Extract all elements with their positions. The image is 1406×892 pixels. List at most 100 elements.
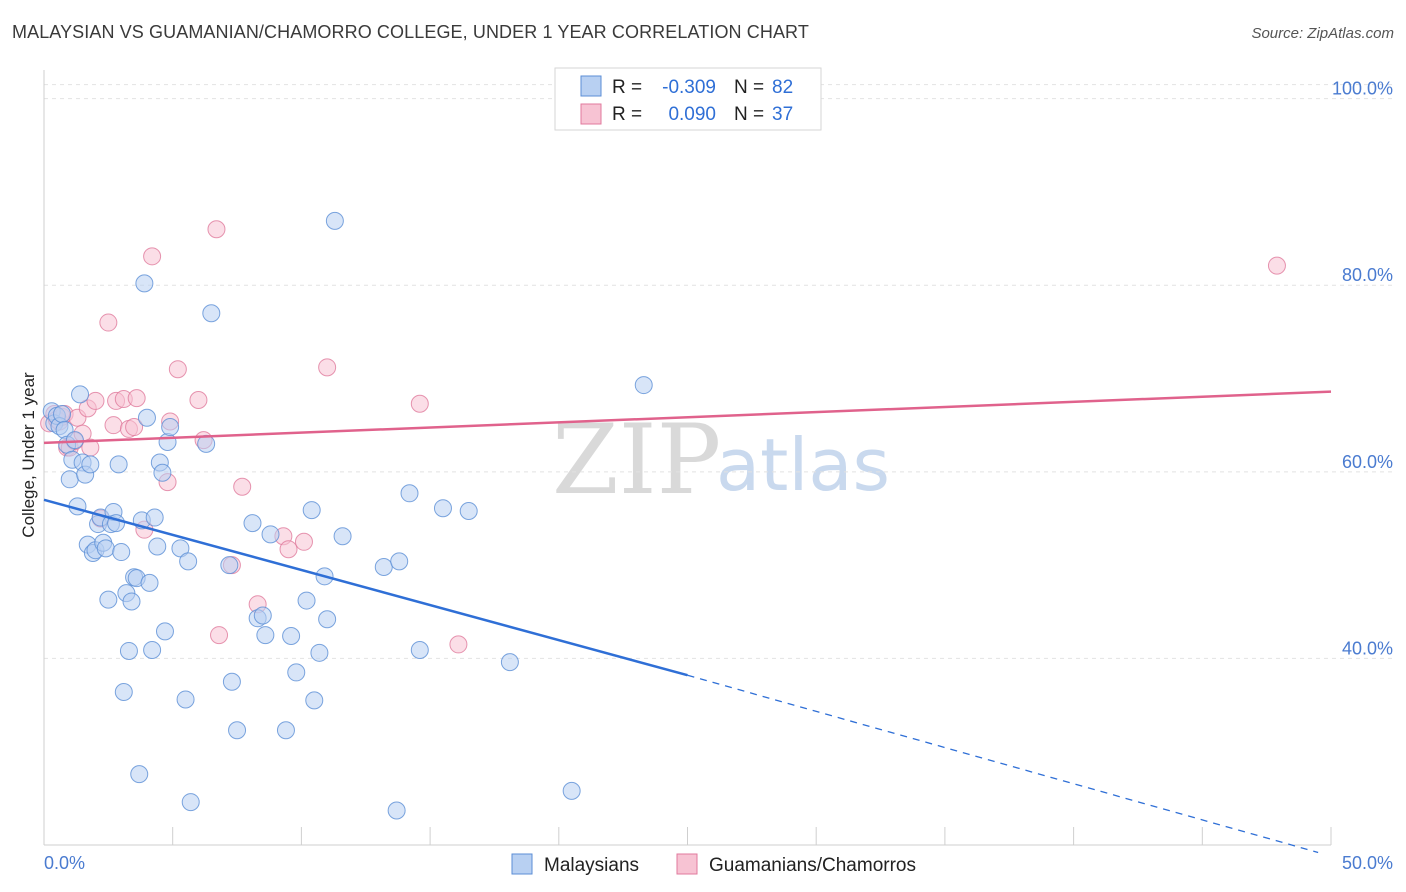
guamanian-point	[86, 391, 105, 410]
malaysian-point	[333, 527, 352, 546]
malaysian-point	[137, 408, 156, 427]
malaysian-point	[302, 501, 321, 520]
malaysian-point	[410, 641, 429, 660]
malaysian-point	[261, 525, 280, 544]
malaysian-point	[228, 721, 247, 740]
malaysian-point	[325, 211, 344, 230]
legend-n-value-2: 37	[772, 104, 793, 125]
malaysian-point	[287, 663, 306, 682]
malaysian-point	[158, 432, 177, 451]
malaysian-point	[153, 463, 172, 482]
malaysian-point	[143, 641, 162, 660]
malaysian-point	[96, 539, 115, 558]
malaysian-point	[109, 455, 128, 474]
malaysian-points	[42, 211, 653, 820]
x-tick-label-min: 0.0%	[44, 853, 85, 873]
malaysian-point	[119, 641, 138, 660]
malaysian-point	[65, 431, 84, 450]
malaysian-point	[256, 626, 275, 645]
correlation-legend: R = -0.309 N = 82 R = 0.090 N = 37	[554, 67, 822, 131]
guamanian-point	[127, 389, 146, 408]
malaysian-point	[634, 376, 653, 395]
malaysian-point	[222, 672, 241, 691]
legend-n-label-2: N =	[734, 104, 764, 125]
malaysian-point	[305, 691, 324, 710]
malaysian-point	[562, 781, 581, 800]
malaysian-point	[155, 622, 174, 641]
y-tick-label: 40.0%	[1342, 638, 1393, 658]
malaysian-point	[433, 499, 452, 518]
malaysian-point	[179, 552, 198, 571]
y-tick-label: 60.0%	[1342, 452, 1393, 472]
guamanian-point	[233, 477, 252, 496]
malaysian-point	[53, 404, 72, 423]
malaysian-point	[60, 470, 79, 489]
legend-r-value-2: 0.090	[668, 104, 716, 125]
malaysian-point	[318, 610, 337, 629]
legend-swatch-malaysians	[580, 75, 602, 97]
malaysian-point	[500, 653, 519, 672]
guamanian-point	[410, 394, 429, 413]
y-tick-label: 100.0%	[1332, 79, 1393, 99]
bottom-legend-swatch-malaysians	[511, 853, 533, 875]
series-legend: Malaysians Guamanians/Chamorros	[511, 853, 916, 876]
malaysian-point	[81, 455, 100, 474]
guamanian-point	[189, 390, 208, 409]
legend-n-value-1: 82	[772, 77, 793, 98]
bottom-legend-malaysians: Malaysians	[544, 855, 639, 876]
x-ticks	[172, 827, 1332, 845]
malaysian-point	[71, 385, 90, 404]
grid-lines	[44, 84, 1392, 659]
bottom-legend-guamanians: Guamanians/Chamorros	[709, 855, 916, 876]
malaysian-point	[459, 502, 478, 521]
watermark: ZIP atlas	[552, 404, 890, 516]
legend-r-label-1: R =	[612, 77, 642, 98]
malaysian-point	[181, 793, 200, 812]
malaysian-point	[387, 801, 406, 820]
guamanian-point	[294, 532, 313, 551]
bottom-legend-swatch-guamanians	[676, 853, 698, 875]
malaysian-point	[112, 543, 131, 562]
guamanian-point	[207, 220, 226, 239]
x-tick-label-max: 50.0%	[1342, 853, 1393, 873]
watermark-atlas: atlas	[716, 423, 890, 507]
trend-lines	[43, 390, 1332, 854]
legend-r-value-1: -0.309	[662, 77, 716, 98]
malaysian-point	[145, 508, 164, 527]
y-tick-labels: 40.0% 60.0% 80.0% 100.0%	[1332, 79, 1393, 659]
guamanian-point	[99, 313, 118, 332]
guamanian-point	[168, 360, 187, 379]
malaysian-point	[135, 274, 154, 293]
malaysian-point	[253, 606, 272, 625]
guamanian-point	[104, 416, 123, 435]
chart-title: MALAYSIAN VS GUAMANIAN/CHAMORRO COLLEGE,…	[12, 22, 809, 42]
malaysian-point	[114, 683, 133, 701]
y-axis-label: College, Under 1 year	[19, 372, 38, 538]
malaysian-point	[202, 304, 221, 323]
malaysian-point	[161, 418, 180, 437]
malaysian-point	[122, 592, 141, 611]
malaysian-point	[400, 484, 419, 503]
malaysian-point	[176, 690, 195, 709]
malaysian-point	[148, 537, 167, 556]
guamanian-point	[143, 247, 162, 266]
guamanian-trend-line	[43, 390, 1332, 445]
guamanian-point	[449, 635, 468, 654]
guamanian-point	[279, 540, 298, 559]
y-tick-label: 80.0%	[1342, 265, 1393, 285]
malaysian-point	[390, 552, 409, 571]
malaysian-point	[130, 765, 149, 784]
malaysian-trend-line-extension	[687, 674, 1319, 854]
malaysian-point	[282, 627, 301, 646]
malaysian-point	[297, 591, 316, 610]
malaysian-point	[243, 514, 262, 533]
guamanian-point	[318, 358, 337, 377]
malaysian-point	[140, 573, 159, 592]
legend-n-label-1: N =	[734, 77, 764, 98]
malaysian-point	[374, 557, 393, 576]
source-label: Source: ZipAtlas.com	[1251, 25, 1394, 42]
guamanian-point	[125, 418, 144, 437]
malaysian-point	[310, 643, 329, 662]
guamanian-point	[210, 626, 229, 645]
